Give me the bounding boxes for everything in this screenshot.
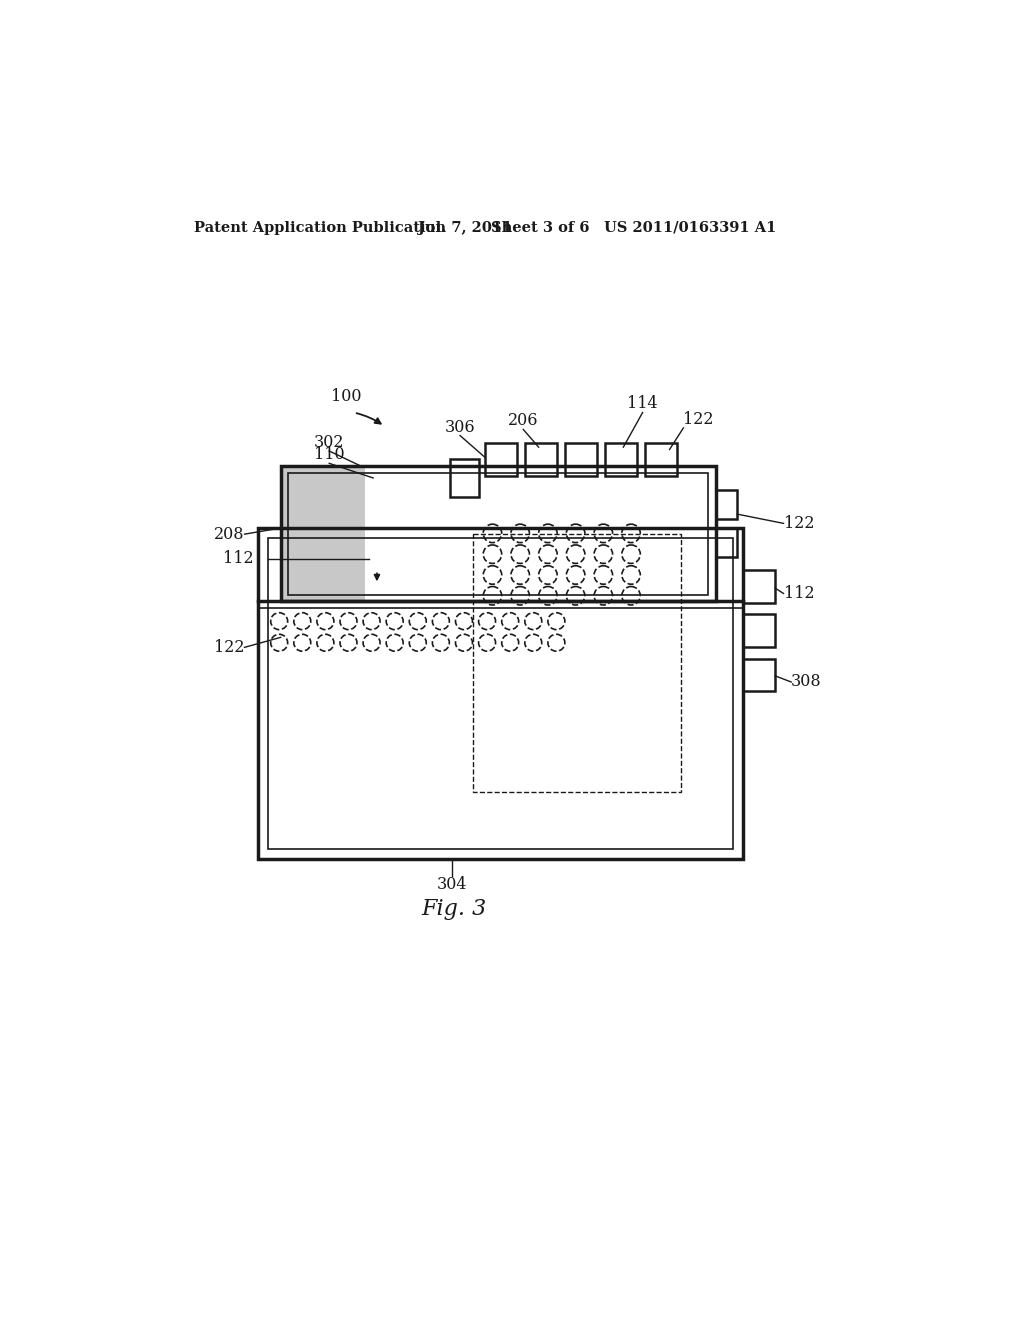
Text: 122: 122 xyxy=(214,639,245,656)
Text: 308: 308 xyxy=(792,673,822,690)
Bar xyxy=(484,444,517,475)
Text: 114: 114 xyxy=(628,396,658,412)
Text: Jul. 7, 2011: Jul. 7, 2011 xyxy=(418,220,512,235)
Bar xyxy=(281,466,366,601)
Bar xyxy=(258,528,742,859)
Text: 122: 122 xyxy=(683,411,714,428)
Bar xyxy=(716,528,737,557)
Bar xyxy=(524,444,557,475)
Bar xyxy=(281,466,716,601)
Text: 122: 122 xyxy=(783,515,814,532)
Text: Fig. 3: Fig. 3 xyxy=(421,898,486,920)
Bar xyxy=(742,614,775,647)
Text: 100: 100 xyxy=(331,388,361,405)
Text: 112: 112 xyxy=(223,550,254,568)
Bar xyxy=(289,473,708,595)
Bar xyxy=(605,444,637,475)
Text: 306: 306 xyxy=(444,418,475,436)
Text: 208: 208 xyxy=(214,525,245,543)
Text: Patent Application Publication: Patent Application Publication xyxy=(195,220,446,235)
Text: US 2011/0163391 A1: US 2011/0163391 A1 xyxy=(604,220,776,235)
Bar xyxy=(716,490,737,519)
Bar xyxy=(645,444,677,475)
Bar xyxy=(742,659,775,692)
Bar xyxy=(451,459,479,498)
Bar xyxy=(742,570,775,603)
Bar xyxy=(565,444,597,475)
Text: 110: 110 xyxy=(314,446,344,463)
Text: 302: 302 xyxy=(314,434,344,451)
Text: 304: 304 xyxy=(437,876,468,894)
Bar xyxy=(473,535,681,792)
Text: 206: 206 xyxy=(508,412,539,429)
Text: Sheet 3 of 6: Sheet 3 of 6 xyxy=(490,220,590,235)
Bar xyxy=(267,539,733,849)
Text: 112: 112 xyxy=(783,585,814,602)
